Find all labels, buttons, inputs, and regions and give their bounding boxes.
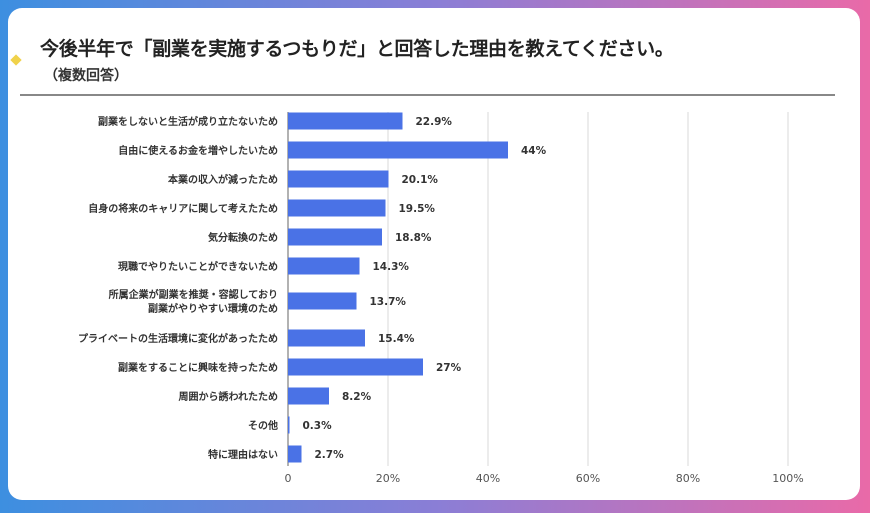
category-label: 自身の将来のキャリアに関して考えたため (88, 202, 278, 215)
category-label: 特に理由はない (208, 448, 278, 461)
value-label: 18.8% (395, 232, 432, 244)
category-label: 副業がやりやすい環境のため (148, 302, 278, 315)
category-label: 気分転換のため (207, 231, 278, 244)
chart-card (8, 8, 860, 500)
value-label: 0.3% (303, 420, 333, 432)
value-label: 22.9% (416, 116, 453, 128)
x-tick-label: 20% (376, 472, 400, 485)
x-tick-label: 0 (285, 472, 292, 485)
chart-subtitle: （複数回答） (44, 68, 128, 84)
x-tick-label: 100% (772, 472, 803, 485)
category-label: 現職でやりたいことができないため (118, 260, 278, 273)
bar (288, 228, 382, 246)
category-label: 所属企業が副業を推奨・容認しており (109, 288, 278, 301)
divider (20, 94, 835, 96)
chart-title: 今後半年で「副業を実施するつもりだ」と回答した理由を教えてください。 (40, 38, 674, 60)
value-label: 15.4% (378, 333, 415, 345)
bar (288, 292, 357, 310)
x-tick-label: 60% (576, 472, 600, 485)
x-tick-label: 80% (676, 472, 700, 485)
bar (288, 387, 329, 405)
value-label: 19.5% (399, 203, 436, 215)
bar (288, 141, 508, 159)
category-label: プライベートの生活環境に変化があったため (78, 332, 278, 345)
value-label: 8.2% (342, 391, 372, 403)
category-label: 副業をしないと生活が成り立たないため (98, 115, 278, 128)
value-label: 44% (521, 145, 547, 157)
value-label: 14.3% (373, 261, 410, 273)
value-label: 13.7% (370, 296, 407, 308)
category-label: その他 (248, 419, 278, 432)
bar (288, 416, 290, 434)
bar (288, 257, 360, 275)
value-label: 20.1% (402, 174, 439, 186)
bar (288, 329, 365, 347)
category-label: 本業の収入が減ったため (168, 173, 278, 186)
value-label: 27% (436, 362, 462, 374)
bar (288, 199, 386, 217)
category-label: 副業をすることに興味を持ったため (118, 361, 278, 374)
value-label: 2.7% (315, 449, 345, 461)
x-tick-label: 40% (476, 472, 500, 485)
category-label: 自由に使えるお金を増やしたいため (118, 144, 278, 157)
category-label: 周囲から誘われたため (179, 390, 279, 403)
bar (288, 445, 302, 463)
bar (288, 170, 389, 188)
bar (288, 358, 423, 376)
bar (288, 112, 403, 130)
